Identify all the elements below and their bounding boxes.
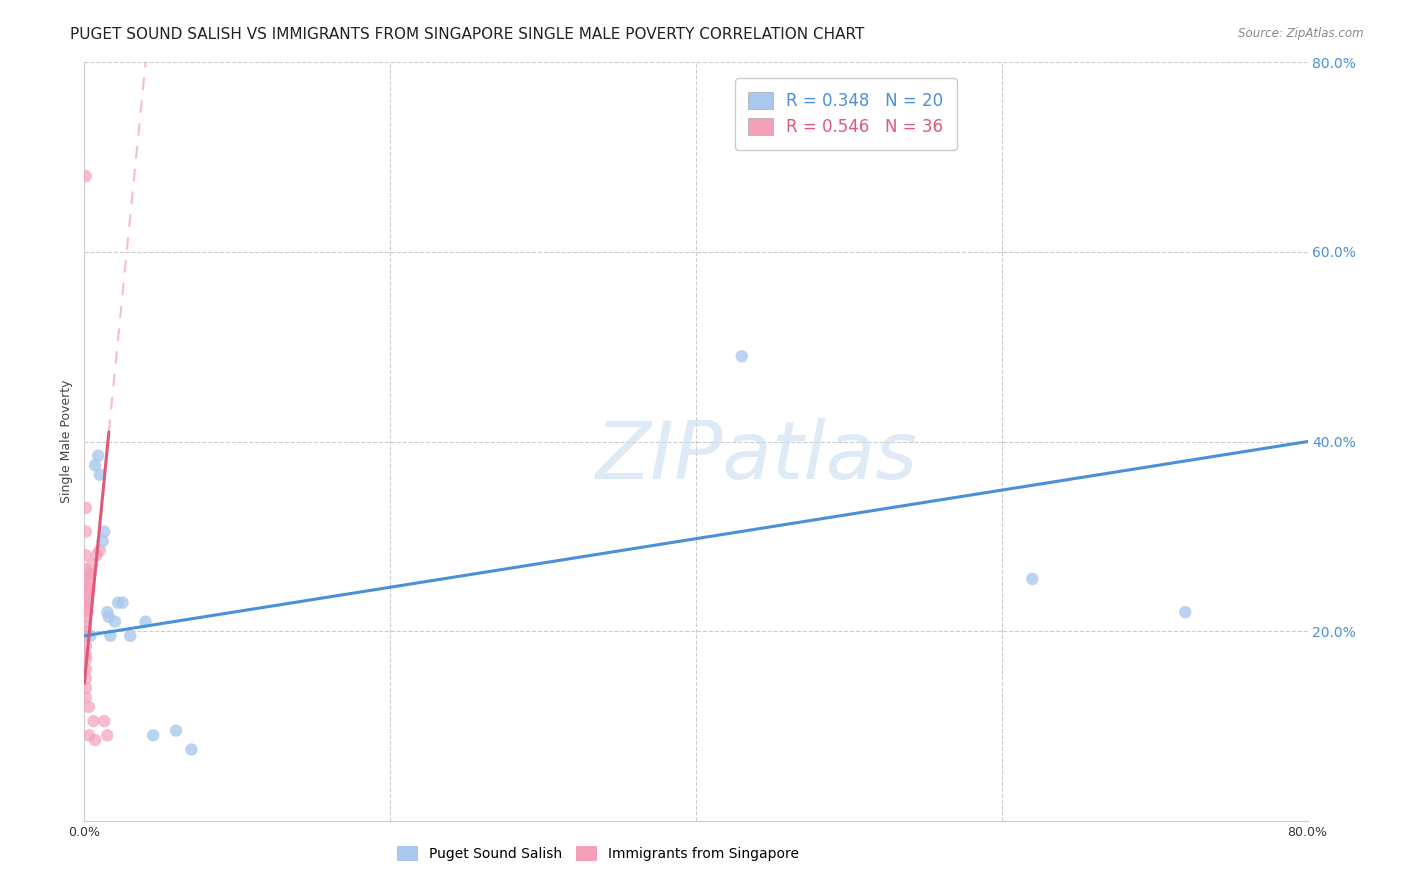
Point	[75, 681, 97, 695]
Point	[165, 723, 187, 738]
Point	[75, 600, 97, 615]
Point	[731, 349, 754, 363]
Point	[83, 714, 105, 728]
Point	[77, 582, 100, 596]
Point	[75, 596, 97, 610]
Point	[180, 742, 202, 756]
Point	[75, 652, 97, 666]
Point	[1021, 572, 1043, 586]
Point	[77, 699, 100, 714]
Point	[75, 548, 97, 563]
Point	[75, 629, 97, 643]
Y-axis label: Single Male Poverty: Single Male Poverty	[59, 380, 73, 503]
Point	[1174, 605, 1197, 619]
Point	[76, 586, 98, 600]
Point	[93, 714, 115, 728]
Point	[79, 567, 101, 582]
Point	[75, 586, 97, 600]
Text: PUGET SOUND SALISH VS IMMIGRANTS FROM SINGAPORE SINGLE MALE POVERTY CORRELATION : PUGET SOUND SALISH VS IMMIGRANTS FROM SI…	[70, 27, 865, 42]
Point	[75, 672, 97, 686]
Point	[93, 524, 115, 539]
Point	[75, 619, 97, 633]
Point	[76, 576, 98, 591]
Point	[75, 610, 97, 624]
Point	[135, 615, 157, 629]
Text: Source: ZipAtlas.com: Source: ZipAtlas.com	[1239, 27, 1364, 40]
Point	[84, 458, 107, 473]
Point	[86, 548, 108, 563]
Point	[96, 728, 118, 742]
Point	[77, 567, 100, 582]
Point	[89, 467, 111, 482]
Point	[142, 728, 165, 742]
Point	[75, 624, 97, 639]
Point	[87, 449, 110, 463]
Point	[76, 596, 98, 610]
Point	[98, 629, 121, 643]
Point	[96, 605, 118, 619]
Point	[75, 500, 97, 515]
Point	[91, 534, 114, 549]
Point	[89, 543, 111, 558]
Text: ZIPatlas: ZIPatlas	[596, 417, 918, 496]
Point	[77, 728, 100, 742]
Legend: Puget Sound Salish, Immigrants from Singapore: Puget Sound Salish, Immigrants from Sing…	[392, 841, 804, 867]
Point	[104, 615, 127, 629]
Point	[76, 605, 98, 619]
Point	[75, 562, 97, 576]
Point	[75, 638, 97, 652]
Point	[75, 648, 97, 662]
Point	[84, 733, 107, 747]
Point	[75, 572, 97, 586]
Point	[75, 662, 97, 676]
Point	[97, 610, 120, 624]
Point	[107, 596, 129, 610]
Point	[79, 629, 101, 643]
Point	[80, 558, 103, 572]
Point	[75, 169, 97, 184]
Point	[75, 690, 97, 705]
Point	[120, 629, 142, 643]
Point	[75, 524, 97, 539]
Point	[111, 596, 134, 610]
